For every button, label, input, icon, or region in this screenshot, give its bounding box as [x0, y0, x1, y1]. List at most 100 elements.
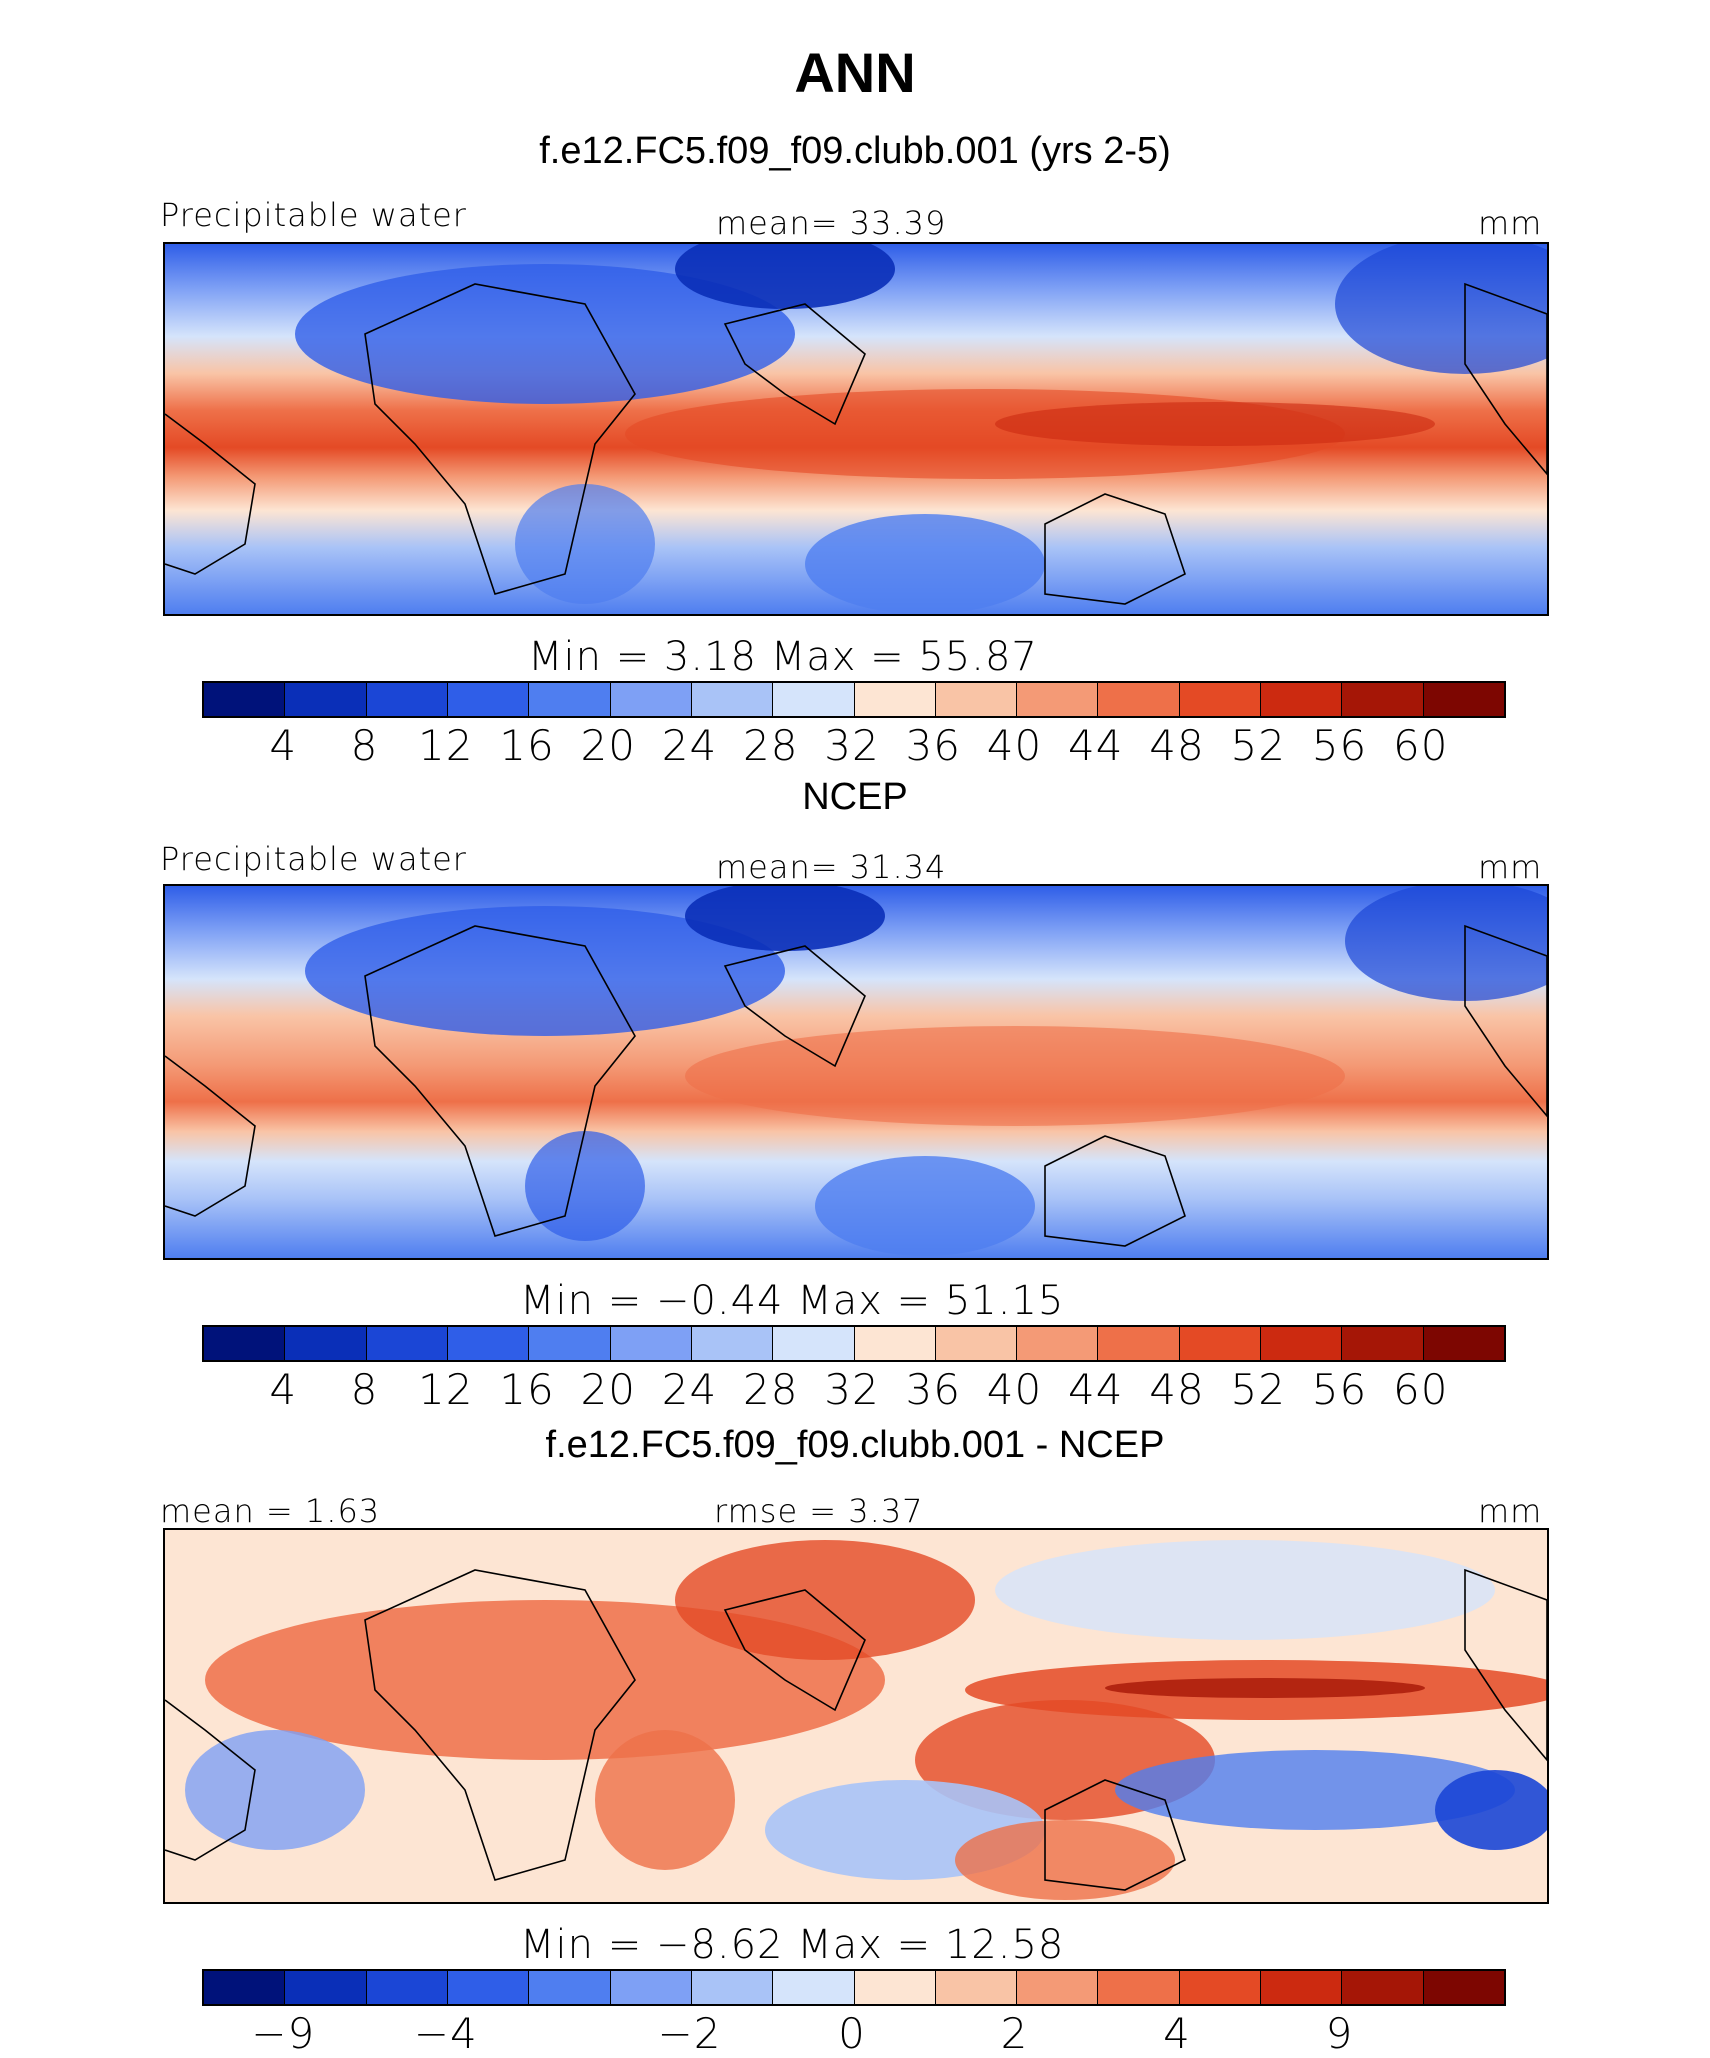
- colorbar-box: [773, 683, 855, 716]
- colorbar-tick-label: 4: [269, 1365, 298, 1414]
- colorbar-tick-label: 44: [1068, 1365, 1124, 1414]
- colorbar-tick-label: 24: [661, 1365, 718, 1414]
- colorbar-tick-label: 44: [1068, 721, 1124, 770]
- colorbar-box: [935, 1327, 1018, 1360]
- colorbar-box: [529, 1971, 611, 2004]
- colorbar-tick-label: 8: [350, 721, 379, 770]
- panel-model-map: [163, 242, 1549, 616]
- colorbar-tick-label: 48: [1149, 721, 1205, 770]
- colorbar-box: [1179, 1327, 1262, 1360]
- colorbar-box: [366, 1971, 448, 2004]
- colorbar-tick-label: −9: [251, 2009, 316, 2058]
- colorbar-box: [610, 1971, 692, 2004]
- colorbar-tick-label: 56: [1311, 721, 1368, 770]
- colorbar-tick-label: 32: [824, 721, 880, 770]
- colorbar-tick-label: 40: [986, 1365, 1043, 1414]
- figure-title: ANN: [794, 41, 916, 104]
- colorbar-tick-label: 12: [418, 721, 474, 770]
- colorbar-box: [854, 683, 936, 716]
- colorbar-box: [285, 1971, 367, 2004]
- colorbar-box: [691, 1971, 774, 2004]
- colorbar-box: [204, 1327, 286, 1360]
- colorbar-box: [366, 683, 448, 716]
- colorbar-box: [447, 1327, 530, 1360]
- colorbar-tick-label: −4: [413, 2009, 478, 2058]
- panel-model-colorbar: [202, 681, 1506, 718]
- colorbar-tick-label: 16: [499, 1365, 555, 1414]
- colorbar-tick-label: 9: [1325, 2009, 1354, 2058]
- colorbar-box: [610, 1327, 692, 1360]
- colorbar-box: [854, 1327, 936, 1360]
- colorbar-tick-label: 60: [1393, 1365, 1449, 1414]
- colorbar-box: [1423, 683, 1504, 716]
- panel-diff-subtitle: f.e12.FC5.f09_f09.clubb.001 - NCEP: [545, 1424, 1165, 1466]
- panel-diff-map: [163, 1528, 1549, 1904]
- colorbar-tick-label: 2: [1000, 2009, 1029, 2058]
- colorbar-box: [1179, 1971, 1262, 2004]
- colorbar-box: [1342, 683, 1424, 716]
- panel-model-subtitle: f.e12.FC5.f09_f09.clubb.001 (yrs 2-5): [539, 130, 1171, 172]
- colorbar-box: [366, 1327, 448, 1360]
- colorbar-box: [773, 1971, 855, 2004]
- colorbar-tick-label: 52: [1230, 721, 1286, 770]
- colorbar-box: [204, 1971, 286, 2004]
- panel-diff-units-label: mm: [1478, 1492, 1543, 1530]
- colorbar-tick-label: 32: [824, 1365, 880, 1414]
- panel-obs-colorbar: [202, 1325, 1506, 1362]
- colorbar-tick-label: 40: [986, 721, 1043, 770]
- colorbar-tick-label: 24: [661, 721, 718, 770]
- panel-obs-units-label: mm: [1478, 848, 1543, 886]
- colorbar-tick-label: 56: [1311, 1365, 1368, 1414]
- colorbar-tick-label: 28: [743, 1365, 799, 1414]
- colorbar-box: [1098, 1971, 1180, 2004]
- colorbar-box: [691, 1327, 774, 1360]
- colorbar-box: [935, 683, 1018, 716]
- panel-diff-rmse-label: rmse = 3.37: [714, 1492, 924, 1530]
- colorbar-tick-label: 4: [269, 721, 298, 770]
- panel-model-minmax: Min = 3.18 Max = 55.87: [528, 634, 1038, 680]
- colorbar-box: [773, 1327, 855, 1360]
- colorbar-box: [1017, 1971, 1099, 2004]
- colorbar-box: [204, 683, 286, 716]
- colorbar-tick-label: 20: [580, 1365, 636, 1414]
- colorbar-box: [1342, 1327, 1424, 1360]
- colorbar-box: [1098, 683, 1180, 716]
- panel-obs-minmax: Min = −0.44 Max = 51.15: [520, 1278, 1065, 1324]
- colorbar-box: [529, 683, 611, 716]
- panel-model-units-label: mm: [1478, 204, 1543, 242]
- colorbar-box: [285, 1327, 367, 1360]
- colorbar-box: [447, 1971, 530, 2004]
- panel-obs-map: [163, 884, 1549, 1260]
- colorbar-tick-label: 52: [1230, 1365, 1286, 1414]
- colorbar-box: [1423, 1327, 1504, 1360]
- colorbar-box: [935, 1971, 1018, 2004]
- colorbar-box: [285, 683, 367, 716]
- panel-diff-minmax: Min = −8.62 Max = 12.58: [520, 1922, 1065, 1968]
- colorbar-tick-label: 28: [743, 721, 799, 770]
- colorbar-tick-label: 12: [418, 1365, 474, 1414]
- panel-obs-variable-label: Precipitable water: [160, 840, 467, 878]
- panel-obs-mean-label: mean= 31.34: [716, 848, 947, 886]
- panel-diff-colorbar: [202, 1969, 1506, 2006]
- colorbar-box: [610, 683, 692, 716]
- colorbar-tick-label: 60: [1393, 721, 1449, 770]
- panel-obs-subtitle: NCEP: [802, 776, 908, 818]
- colorbar-box: [1261, 1971, 1343, 2004]
- colorbar-box: [1017, 1327, 1099, 1360]
- colorbar-box: [1017, 683, 1099, 716]
- colorbar-box: [1342, 1971, 1424, 2004]
- colorbar-tick-label: 48: [1149, 1365, 1205, 1414]
- colorbar-tick-label: 16: [499, 721, 555, 770]
- panel-model-mean-label: mean= 33.39: [716, 204, 947, 242]
- colorbar-box: [691, 683, 774, 716]
- colorbar-box: [1179, 683, 1262, 716]
- colorbar-tick-label: −2: [657, 2009, 722, 2058]
- colorbar-box: [1261, 1327, 1343, 1360]
- colorbar-tick-label: 0: [838, 2009, 866, 2058]
- colorbar-box: [1423, 1971, 1504, 2004]
- colorbar-box: [854, 1971, 936, 2004]
- colorbar-box: [447, 683, 530, 716]
- colorbar-tick-label: 36: [905, 721, 961, 770]
- colorbar-tick-label: 4: [1163, 2009, 1191, 2058]
- colorbar-tick-label: 36: [905, 1365, 961, 1414]
